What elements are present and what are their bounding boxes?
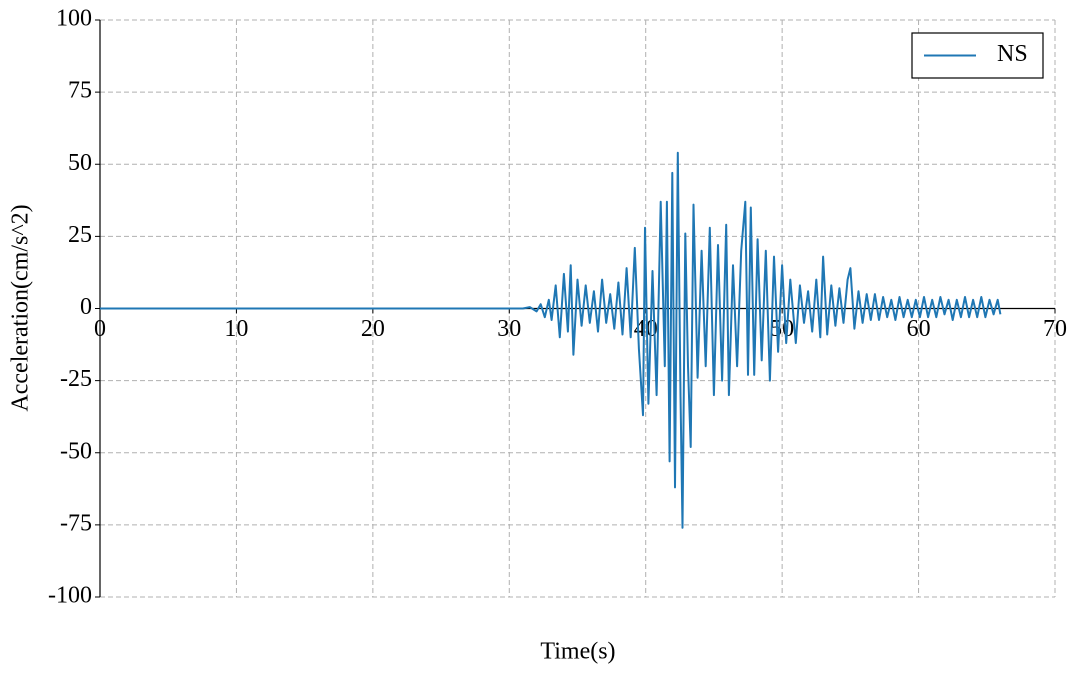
y-tick-label: 100 xyxy=(56,6,92,32)
x-axis-label: Time(s) xyxy=(540,639,615,665)
x-tick-label: 10 xyxy=(224,316,248,342)
y-tick-label: -50 xyxy=(60,438,92,464)
x-tick-label: 30 xyxy=(497,316,521,342)
y-tick-label: 75 xyxy=(68,78,92,104)
y-tick-label: -100 xyxy=(48,583,92,609)
y-tick-label: 50 xyxy=(68,150,92,176)
y-tick-label: 25 xyxy=(68,222,92,248)
x-tick-label: 20 xyxy=(361,316,385,342)
y-tick-label: -75 xyxy=(60,510,92,536)
legend-label: NS xyxy=(997,41,1028,67)
x-tick-label: 60 xyxy=(907,316,931,342)
y-tick-label: -25 xyxy=(60,366,92,392)
y-tick-label: 0 xyxy=(80,294,92,320)
data-line xyxy=(100,151,1002,529)
y-axis-label: Acceleration(cm/s^2) xyxy=(8,204,34,411)
x-tick-label: 70 xyxy=(1043,316,1067,342)
x-tick-label: 50 xyxy=(770,316,794,342)
